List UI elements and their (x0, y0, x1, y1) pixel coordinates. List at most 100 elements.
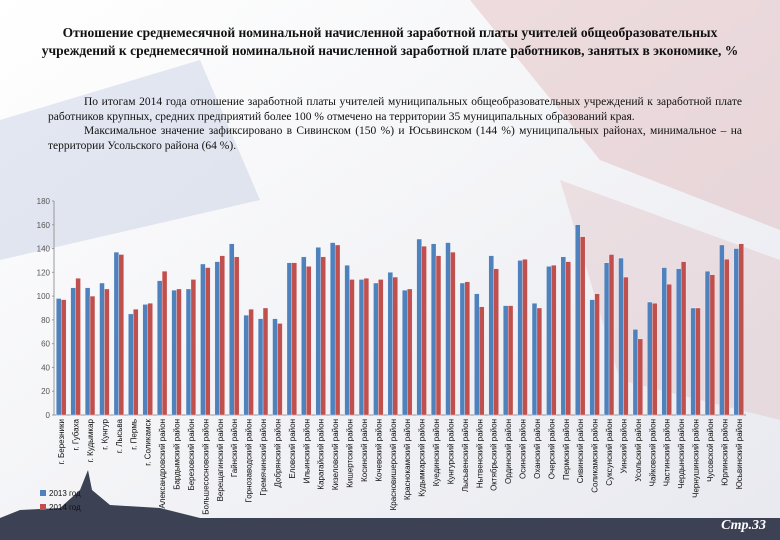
bar (387, 272, 393, 416)
x-tick-label: Кочевский район (374, 419, 383, 482)
bar (719, 244, 725, 416)
bar (330, 242, 336, 416)
bar (407, 288, 413, 416)
x-tick-label: г. Березники (57, 419, 66, 464)
title: Отношение среднемесячной номинальной нач… (41, 25, 739, 58)
x-tick-label: Горнозаводский район (245, 419, 254, 503)
bar (262, 307, 269, 416)
x-tick-label: Юрлинский район (720, 419, 729, 486)
x-tick-label: Кудымкарский район (418, 419, 427, 497)
x-tick-label: г. Кунгур (100, 418, 109, 449)
bar (464, 281, 470, 416)
bar (560, 256, 566, 416)
x-tick-label: Добрянский район (273, 419, 282, 488)
bar (435, 255, 442, 416)
y-tick-label: 160 (37, 221, 51, 230)
bar (695, 307, 701, 416)
bar (479, 306, 485, 416)
x-tick-label: Кишертский район (346, 419, 355, 488)
y-tick-label: 40 (41, 363, 50, 372)
x-tick-label: Карагайский район (317, 419, 326, 490)
x-tick-label: Косинский район (360, 419, 369, 482)
bar (104, 288, 110, 416)
x-tick-label: Чердынский район (677, 419, 686, 489)
bar (306, 266, 312, 416)
x-tick-label: Ординский район (504, 419, 513, 484)
bar (536, 307, 543, 416)
bar (709, 274, 716, 416)
bar (704, 270, 711, 416)
bar (676, 268, 682, 416)
legend-swatch (40, 504, 46, 510)
y-tick-label: 20 (41, 387, 50, 396)
bar (608, 254, 615, 416)
x-tick-label: Александровский район (158, 419, 167, 509)
bar (89, 295, 96, 416)
x-tick-label: Верещагинский район (216, 419, 225, 501)
legend-swatch (40, 490, 46, 496)
x-tick-label: Чайковский район (648, 419, 657, 486)
bar (493, 268, 499, 416)
bar (171, 290, 177, 416)
bar (334, 244, 341, 416)
bar (421, 246, 427, 416)
bar (277, 323, 283, 416)
x-tick-label: Чусовской район (706, 419, 715, 482)
x-tick-label: Оханский район (533, 419, 542, 479)
x-tick-label: Березовский район (187, 419, 196, 491)
bar (113, 251, 120, 416)
x-tick-label: г. Кудымкар (86, 418, 95, 462)
bar (286, 262, 293, 416)
bar (575, 224, 581, 416)
bar (315, 247, 321, 416)
y-tick-label: 60 (41, 340, 50, 349)
text-block: По итогам 2014 года отношение заработной… (48, 95, 742, 153)
y-tick-label: 120 (37, 268, 51, 277)
x-tick-label: Усольский район (634, 419, 643, 482)
bar (580, 236, 586, 416)
bar (517, 260, 523, 416)
x-tick-label: Лысьвенский район (461, 419, 470, 492)
bar (214, 261, 220, 416)
y-tick-label: 100 (37, 292, 51, 301)
x-tick-label: Сивинский район (576, 419, 585, 483)
bar (99, 282, 105, 416)
page-number: Стр.33 (721, 518, 766, 533)
bar (272, 318, 278, 416)
legend-label: 2013 год (49, 489, 81, 498)
bar (637, 338, 643, 416)
bar (363, 278, 370, 416)
x-tick-label: Ильинский район (302, 419, 311, 483)
x-tick-label: Суксунский район (605, 419, 614, 486)
bar (185, 288, 192, 416)
bar (157, 280, 163, 416)
x-tick-label: Гайнский район (230, 419, 239, 477)
bar (257, 318, 264, 416)
bar (507, 305, 514, 416)
bar (522, 259, 528, 416)
bar (459, 282, 466, 416)
bar (680, 261, 687, 416)
bar (349, 279, 355, 416)
bar (531, 303, 538, 416)
bar (647, 301, 653, 416)
bar (661, 267, 667, 416)
x-tick-label: Уинский район (619, 419, 628, 474)
bar (589, 299, 595, 416)
bar (301, 256, 307, 416)
bar (176, 288, 182, 416)
x-tick-label: Соликамский район (591, 419, 600, 493)
bar (738, 243, 744, 416)
bar (219, 255, 225, 416)
bar (594, 293, 600, 416)
bar (503, 305, 509, 416)
bar (652, 303, 658, 416)
legend-label: 2014 год (49, 503, 81, 512)
bar (70, 287, 76, 416)
bar (200, 263, 206, 416)
bar (430, 243, 437, 416)
x-tick-label: г. Лысьва (115, 418, 124, 453)
bar (392, 276, 398, 416)
